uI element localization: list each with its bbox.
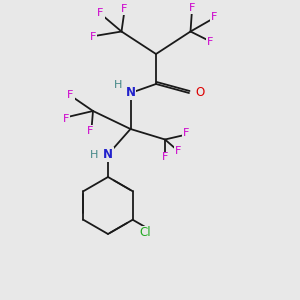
Text: H: H xyxy=(89,149,98,160)
Text: N: N xyxy=(103,148,113,161)
Text: F: F xyxy=(63,113,69,124)
Text: F: F xyxy=(97,8,104,19)
Text: O: O xyxy=(196,86,205,100)
Text: N: N xyxy=(125,86,136,100)
Text: F: F xyxy=(189,3,195,14)
Text: Cl: Cl xyxy=(139,226,151,239)
Text: H: H xyxy=(114,80,122,90)
Text: F: F xyxy=(67,90,74,100)
Text: F: F xyxy=(175,146,182,157)
Text: F: F xyxy=(90,32,96,43)
Text: F: F xyxy=(183,128,189,139)
Text: F: F xyxy=(207,37,213,47)
Text: F: F xyxy=(162,152,168,163)
Text: F: F xyxy=(211,12,218,22)
Text: F: F xyxy=(87,125,93,136)
Text: F: F xyxy=(121,4,128,14)
